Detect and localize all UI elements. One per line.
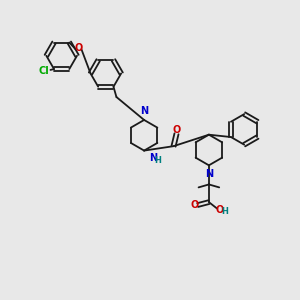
Text: H: H bbox=[221, 207, 228, 216]
Text: O: O bbox=[75, 43, 83, 53]
Text: N: N bbox=[205, 169, 213, 179]
Text: O: O bbox=[172, 125, 181, 135]
Text: N: N bbox=[149, 153, 157, 163]
Text: O: O bbox=[190, 200, 198, 210]
Text: O: O bbox=[215, 205, 223, 215]
Text: N: N bbox=[140, 106, 148, 116]
Text: H: H bbox=[154, 156, 161, 165]
Text: Cl: Cl bbox=[39, 65, 50, 76]
